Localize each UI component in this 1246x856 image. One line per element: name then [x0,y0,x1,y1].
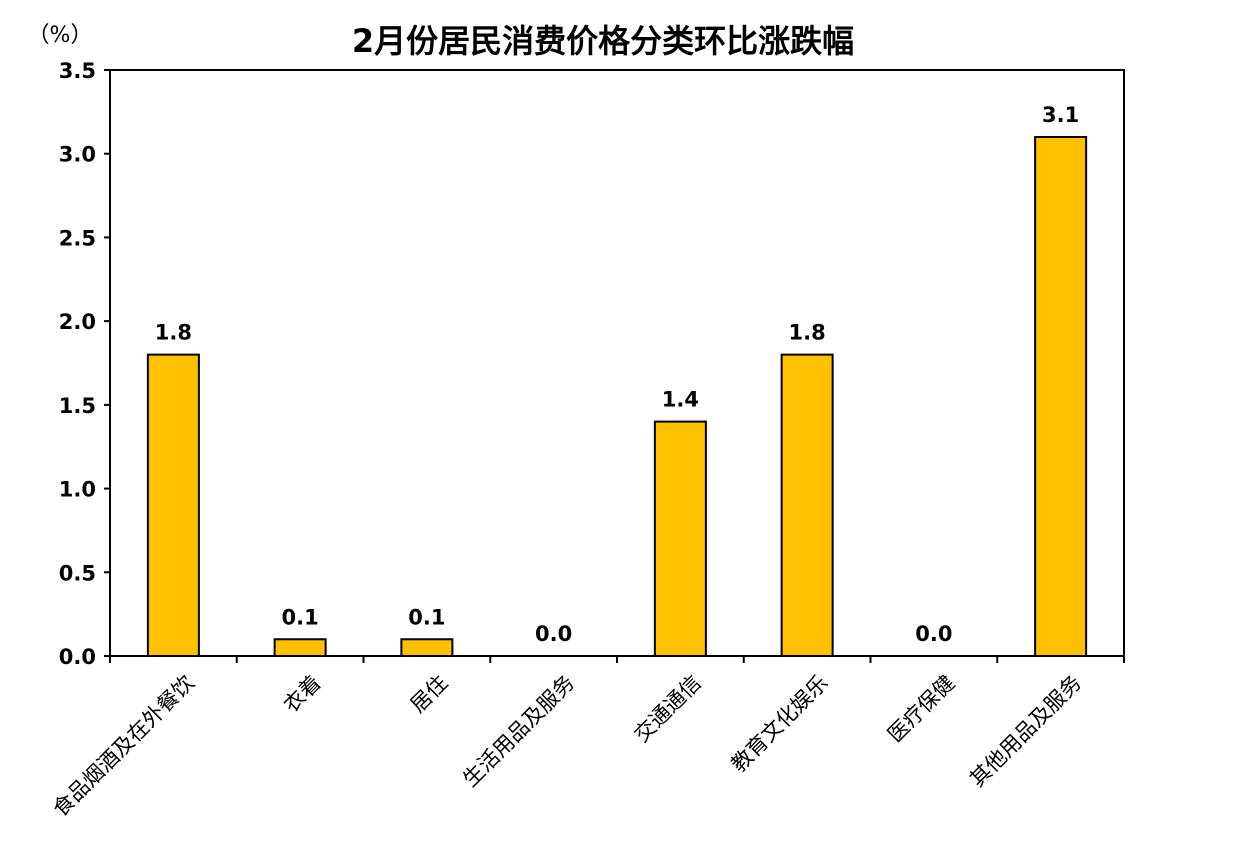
y-tick-label: 1.0 [59,478,96,502]
y-axis-unit: （%） [28,23,93,48]
y-tick-label: 2.5 [59,226,96,250]
data-label: 0.0 [915,622,952,646]
data-label: 0.0 [535,622,572,646]
y-tick-label: 2.0 [59,310,96,334]
bar [780,353,834,657]
data-label: 0.1 [282,605,319,629]
bar [400,638,454,657]
bar [273,638,327,657]
bar [146,353,200,657]
data-label: 1.8 [789,321,826,345]
y-tick-label: 3.0 [59,143,96,167]
bar [1034,135,1088,657]
data-label: 0.1 [408,605,445,629]
y-tick-label: 0.0 [59,645,96,669]
chart-title: 2月份居民消费价格分类环比涨跌幅 [352,22,854,60]
x-tick-label: 居住 [406,671,453,718]
data-label: 1.4 [662,388,699,412]
x-tick-label: 衣着 [279,671,326,718]
x-tick-label: 医疗保健 [883,671,959,747]
plot-area [109,69,1125,657]
y-tick-label: 3.5 [59,59,96,83]
x-tick-label: 交通通信 [630,671,706,747]
y-tick-label: 0.5 [59,561,96,585]
x-tick-label: 教育文化娱乐 [727,671,833,777]
x-tick-label: 生活用品及服务 [458,671,579,792]
y-tick-label: 1.5 [59,394,96,418]
data-label: 1.8 [155,321,192,345]
x-tick-label: 食品烟酒及在外餐饮 [48,671,199,822]
x-tick-label: 其他用品及服务 [965,671,1086,792]
bar [653,420,707,657]
data-label: 3.1 [1042,103,1079,127]
